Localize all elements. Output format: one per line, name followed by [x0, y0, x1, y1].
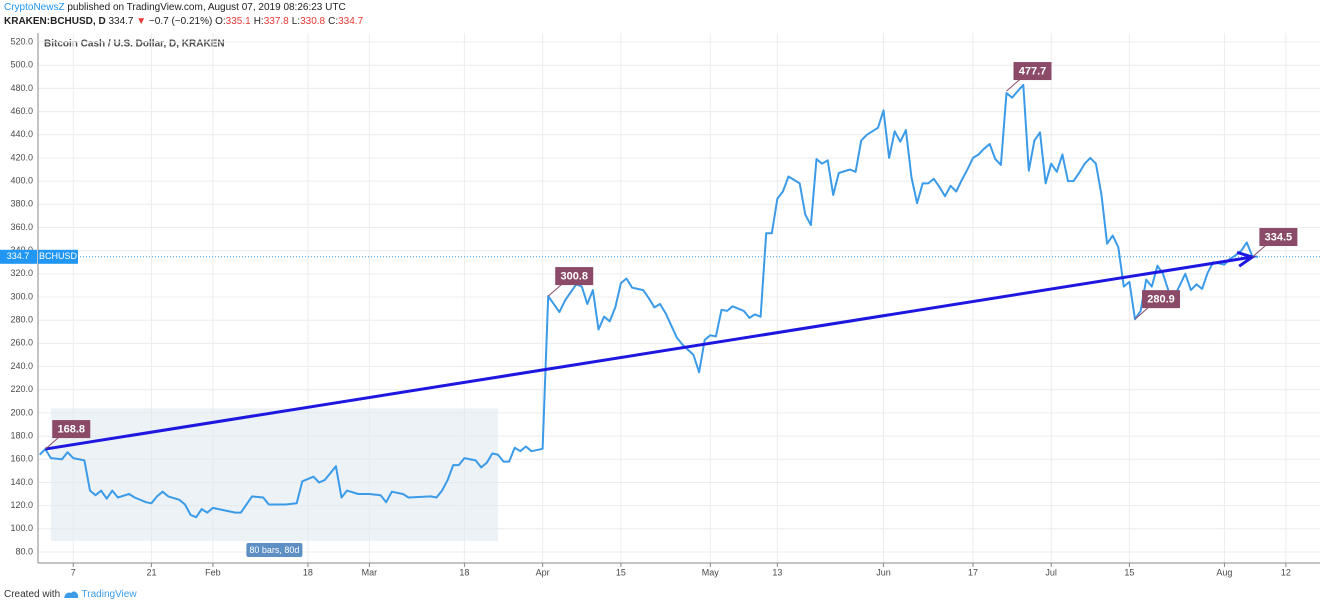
x-tick-label: 17 [968, 567, 978, 577]
annotation-label: 280.9 [1147, 294, 1175, 306]
price-tag-bg [0, 249, 37, 264]
annotation-bg [1259, 228, 1298, 247]
ohlc-label: O: [215, 16, 226, 27]
ticker-line: KRAKEN:BCHUSD, D 334.7 ▼ −0.7 (−0.21%) O… [4, 16, 366, 27]
x-tick-label: 15 [1124, 567, 1134, 577]
annotation-bg [555, 267, 594, 286]
range-label: 80 bars, 80d [249, 545, 299, 555]
x-tick-label: 18 [459, 567, 469, 577]
y-tick-label: 160.0 [10, 454, 33, 464]
ohlc-label: H: [253, 16, 264, 27]
y-tick-label: 120.0 [10, 500, 33, 510]
symbol-tag-bg [38, 249, 78, 264]
x-tick-label: May [702, 567, 720, 577]
annotation-bg [52, 420, 91, 439]
y-tick-label: 500.0 [10, 60, 33, 70]
y-tick-label: 200.0 [10, 407, 33, 417]
y-tick-label: 240.0 [10, 361, 33, 371]
range-box [50, 408, 498, 541]
annotation-bg [1142, 290, 1181, 309]
x-tick-label: 13 [772, 567, 782, 577]
x-tick-label: 18 [303, 567, 313, 577]
ohlc-value: 334.7 [338, 16, 364, 27]
trend-line [45, 255, 1253, 451]
annotation-bg [1013, 62, 1052, 81]
down-icon: ▼ [136, 16, 147, 27]
x-tick-label: 7 [71, 567, 76, 577]
x-tick-label: 15 [616, 567, 626, 577]
y-tick-label: 520.0 [10, 36, 33, 46]
x-tick-label: Jun [876, 567, 891, 577]
header-line: CryptoNewsZ published on TradingView.com… [4, 2, 346, 13]
ohlc-value: 330.8 [300, 16, 326, 27]
range-label-bg [246, 542, 303, 557]
annotation-label: 300.8 [560, 270, 588, 282]
footer-text: Created with [4, 589, 61, 600]
y-tick-label: 80.0 [15, 546, 33, 556]
y-tick-label: 300.0 [10, 291, 33, 301]
symbol-tag: BCHUSD [39, 251, 78, 261]
y-tick-label: 400.0 [10, 175, 33, 185]
footer: Created with TradingView [4, 589, 137, 600]
chart-title: Bitcoin Cash / U.S. Dollar, D, KRAKEN [44, 39, 225, 50]
y-tick-label: 280.0 [10, 315, 33, 325]
y-tick-label: 380.0 [10, 199, 33, 209]
annotation-label: 168.8 [57, 423, 85, 435]
y-tick-label: 180.0 [10, 430, 33, 440]
y-tick-label: 420.0 [10, 152, 33, 162]
price-tag: 334.7 [7, 251, 30, 261]
y-tick-label: 440.0 [10, 129, 33, 139]
annotation-label: 477.7 [1019, 65, 1047, 77]
change: −0.7 (−0.21%) [148, 16, 213, 27]
x-tick-label: Apr [536, 567, 550, 577]
x-tick-label: Aug [1216, 567, 1232, 577]
ohlc-value: 335.1 [225, 16, 251, 27]
y-tick-label: 140.0 [10, 477, 33, 487]
ohlc: O:335.1 H:337.8 L:330.8 C:334.7 [215, 16, 366, 27]
y-tick-label: 260.0 [10, 338, 33, 348]
y-tick-label: 100.0 [10, 523, 33, 533]
y-tick-label: 220.0 [10, 384, 33, 394]
x-tick-label: Jul [1045, 567, 1057, 577]
y-tick-label: 360.0 [10, 222, 33, 232]
x-tick-label: Mar [362, 567, 378, 577]
ohlc-label: L: [291, 16, 301, 27]
symbol: KRAKEN:BCHUSD, D [4, 16, 106, 27]
y-tick-label: 460.0 [10, 106, 33, 116]
last-price: 334.7 [108, 16, 134, 27]
published: published on TradingView.com, August 07,… [67, 2, 346, 13]
x-tick-label: 12 [1281, 567, 1291, 577]
logo [63, 591, 78, 599]
y-tick-label: 480.0 [10, 83, 33, 93]
x-tick-label: 21 [146, 567, 156, 577]
footer-brand[interactable]: TradingView [81, 589, 137, 600]
author-link[interactable]: CryptoNewsZ [4, 2, 65, 13]
price-line [38, 83, 1259, 519]
y-tick-label: 320.0 [10, 268, 33, 278]
x-tick-label: Feb [205, 567, 221, 577]
ohlc-label: C: [328, 16, 339, 27]
ohlc-value: 337.8 [263, 16, 289, 27]
annotation-label: 334.5 [1265, 231, 1293, 243]
